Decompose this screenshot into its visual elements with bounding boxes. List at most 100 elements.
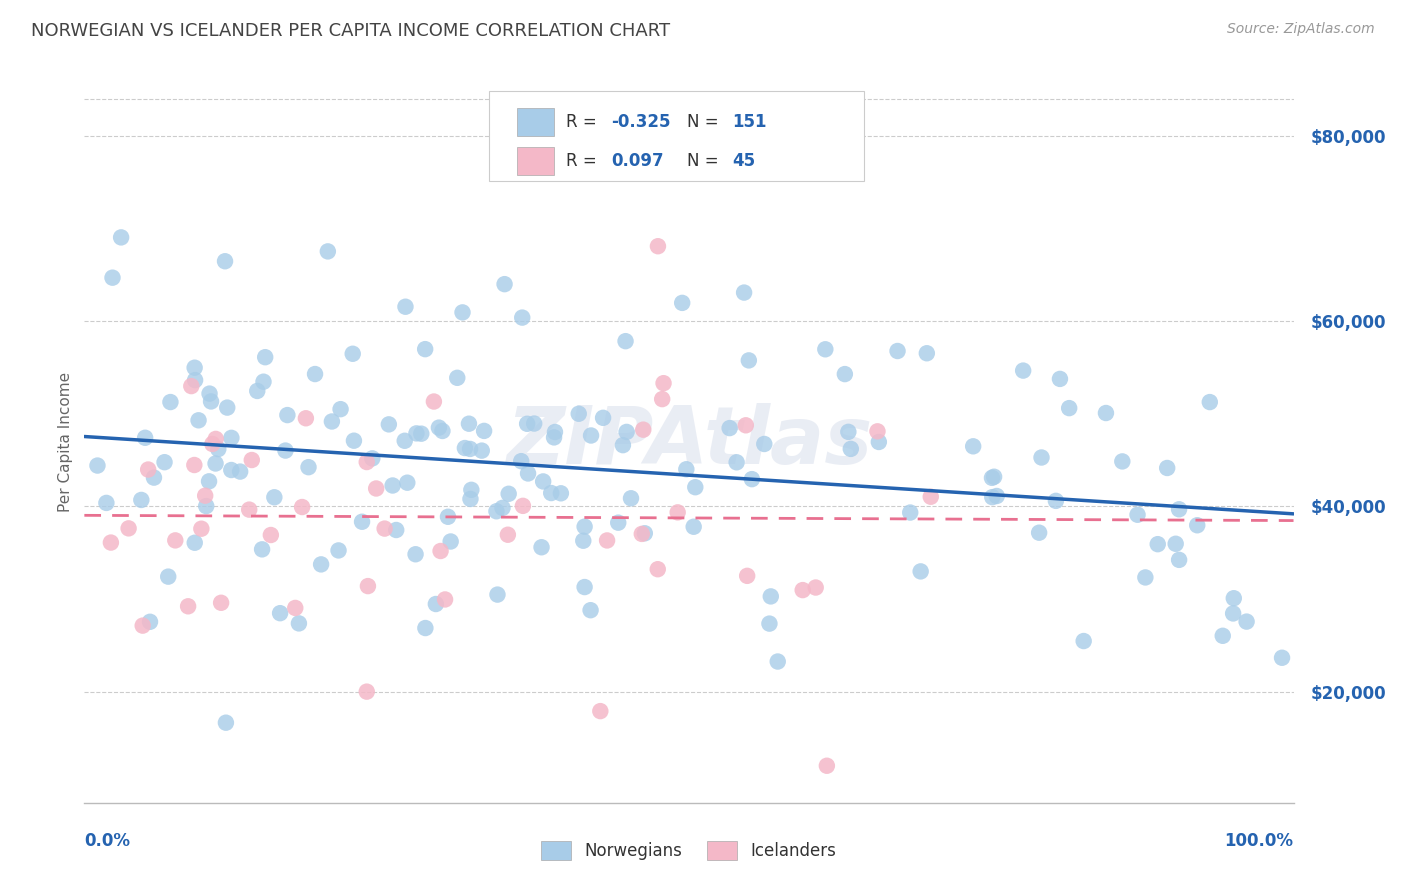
Point [1212, 629, 1234, 643]
Point [685, 480, 707, 494]
Point [374, 522, 396, 536]
Point [187, 413, 209, 427]
Point [589, 704, 612, 718]
Point [814, 343, 837, 357]
Point [415, 621, 437, 635]
Point [117, 521, 139, 535]
Point [543, 430, 565, 444]
Point [675, 462, 697, 476]
Point [472, 424, 495, 438]
Point [647, 239, 669, 253]
Point [725, 455, 748, 469]
Point [614, 334, 637, 348]
Point [915, 346, 938, 360]
Point [269, 606, 291, 620]
Point [592, 410, 614, 425]
Point [1111, 454, 1133, 468]
Point [246, 384, 269, 398]
FancyBboxPatch shape [517, 109, 554, 136]
Point [288, 616, 311, 631]
Point [671, 296, 693, 310]
Point [260, 528, 283, 542]
Point [1012, 363, 1035, 377]
Point [200, 394, 222, 409]
Point [792, 583, 814, 598]
Point [451, 305, 474, 319]
Point [496, 527, 519, 541]
Point [291, 500, 314, 514]
Point [1271, 650, 1294, 665]
Point [718, 421, 741, 435]
Point [221, 431, 243, 445]
Point [321, 415, 343, 429]
Point [458, 417, 481, 431]
Point [458, 442, 481, 456]
Point [579, 603, 602, 617]
Point [485, 504, 508, 518]
Point [209, 596, 232, 610]
Point [574, 519, 596, 533]
Point [215, 715, 238, 730]
Point [238, 502, 260, 516]
Text: Source: ZipAtlas.com: Source: ZipAtlas.com [1227, 22, 1375, 37]
Point [1095, 406, 1118, 420]
Point [1187, 518, 1209, 533]
Point [394, 434, 416, 448]
Point [486, 588, 509, 602]
Point [201, 437, 224, 451]
Text: ZIPAtlas: ZIPAtlas [506, 402, 872, 481]
Point [516, 417, 538, 431]
Point [207, 442, 229, 456]
Point [423, 394, 446, 409]
Point [195, 499, 218, 513]
Text: -0.325: -0.325 [612, 113, 671, 131]
Point [596, 533, 619, 548]
Point [385, 523, 408, 537]
Point [460, 483, 482, 497]
Point [131, 618, 153, 632]
Point [143, 470, 166, 484]
Point [183, 458, 205, 472]
Point [254, 350, 277, 364]
Point [530, 541, 553, 555]
Point [1222, 607, 1244, 621]
Point [460, 491, 482, 506]
Point [217, 401, 239, 415]
Point [1223, 591, 1246, 606]
Point [498, 487, 520, 501]
Point [263, 490, 285, 504]
Point [839, 442, 862, 456]
Point [297, 460, 319, 475]
Text: R =: R = [565, 153, 607, 170]
Point [572, 533, 595, 548]
Point [986, 489, 1008, 503]
Point [866, 425, 889, 439]
Point [471, 443, 494, 458]
Point [738, 353, 761, 368]
Point [523, 417, 546, 431]
Point [512, 499, 534, 513]
Y-axis label: Per Capita Income: Per Capita Income [58, 371, 73, 512]
Point [198, 475, 221, 489]
Point [962, 439, 984, 453]
Point [568, 407, 591, 421]
Point [101, 270, 124, 285]
Point [304, 367, 326, 381]
Point [440, 534, 463, 549]
Point [250, 542, 273, 557]
Point [405, 547, 427, 561]
Point [630, 527, 652, 541]
Point [378, 417, 401, 432]
Point [983, 469, 1005, 483]
Point [356, 684, 378, 698]
Point [544, 425, 567, 439]
Point [394, 300, 416, 314]
Legend: Norwegians, Icelanders: Norwegians, Icelanders [534, 834, 844, 867]
Point [491, 500, 513, 515]
Point [136, 462, 159, 476]
FancyBboxPatch shape [517, 147, 554, 175]
Point [343, 434, 366, 448]
Point [733, 285, 755, 300]
Point [198, 386, 221, 401]
Point [766, 655, 789, 669]
